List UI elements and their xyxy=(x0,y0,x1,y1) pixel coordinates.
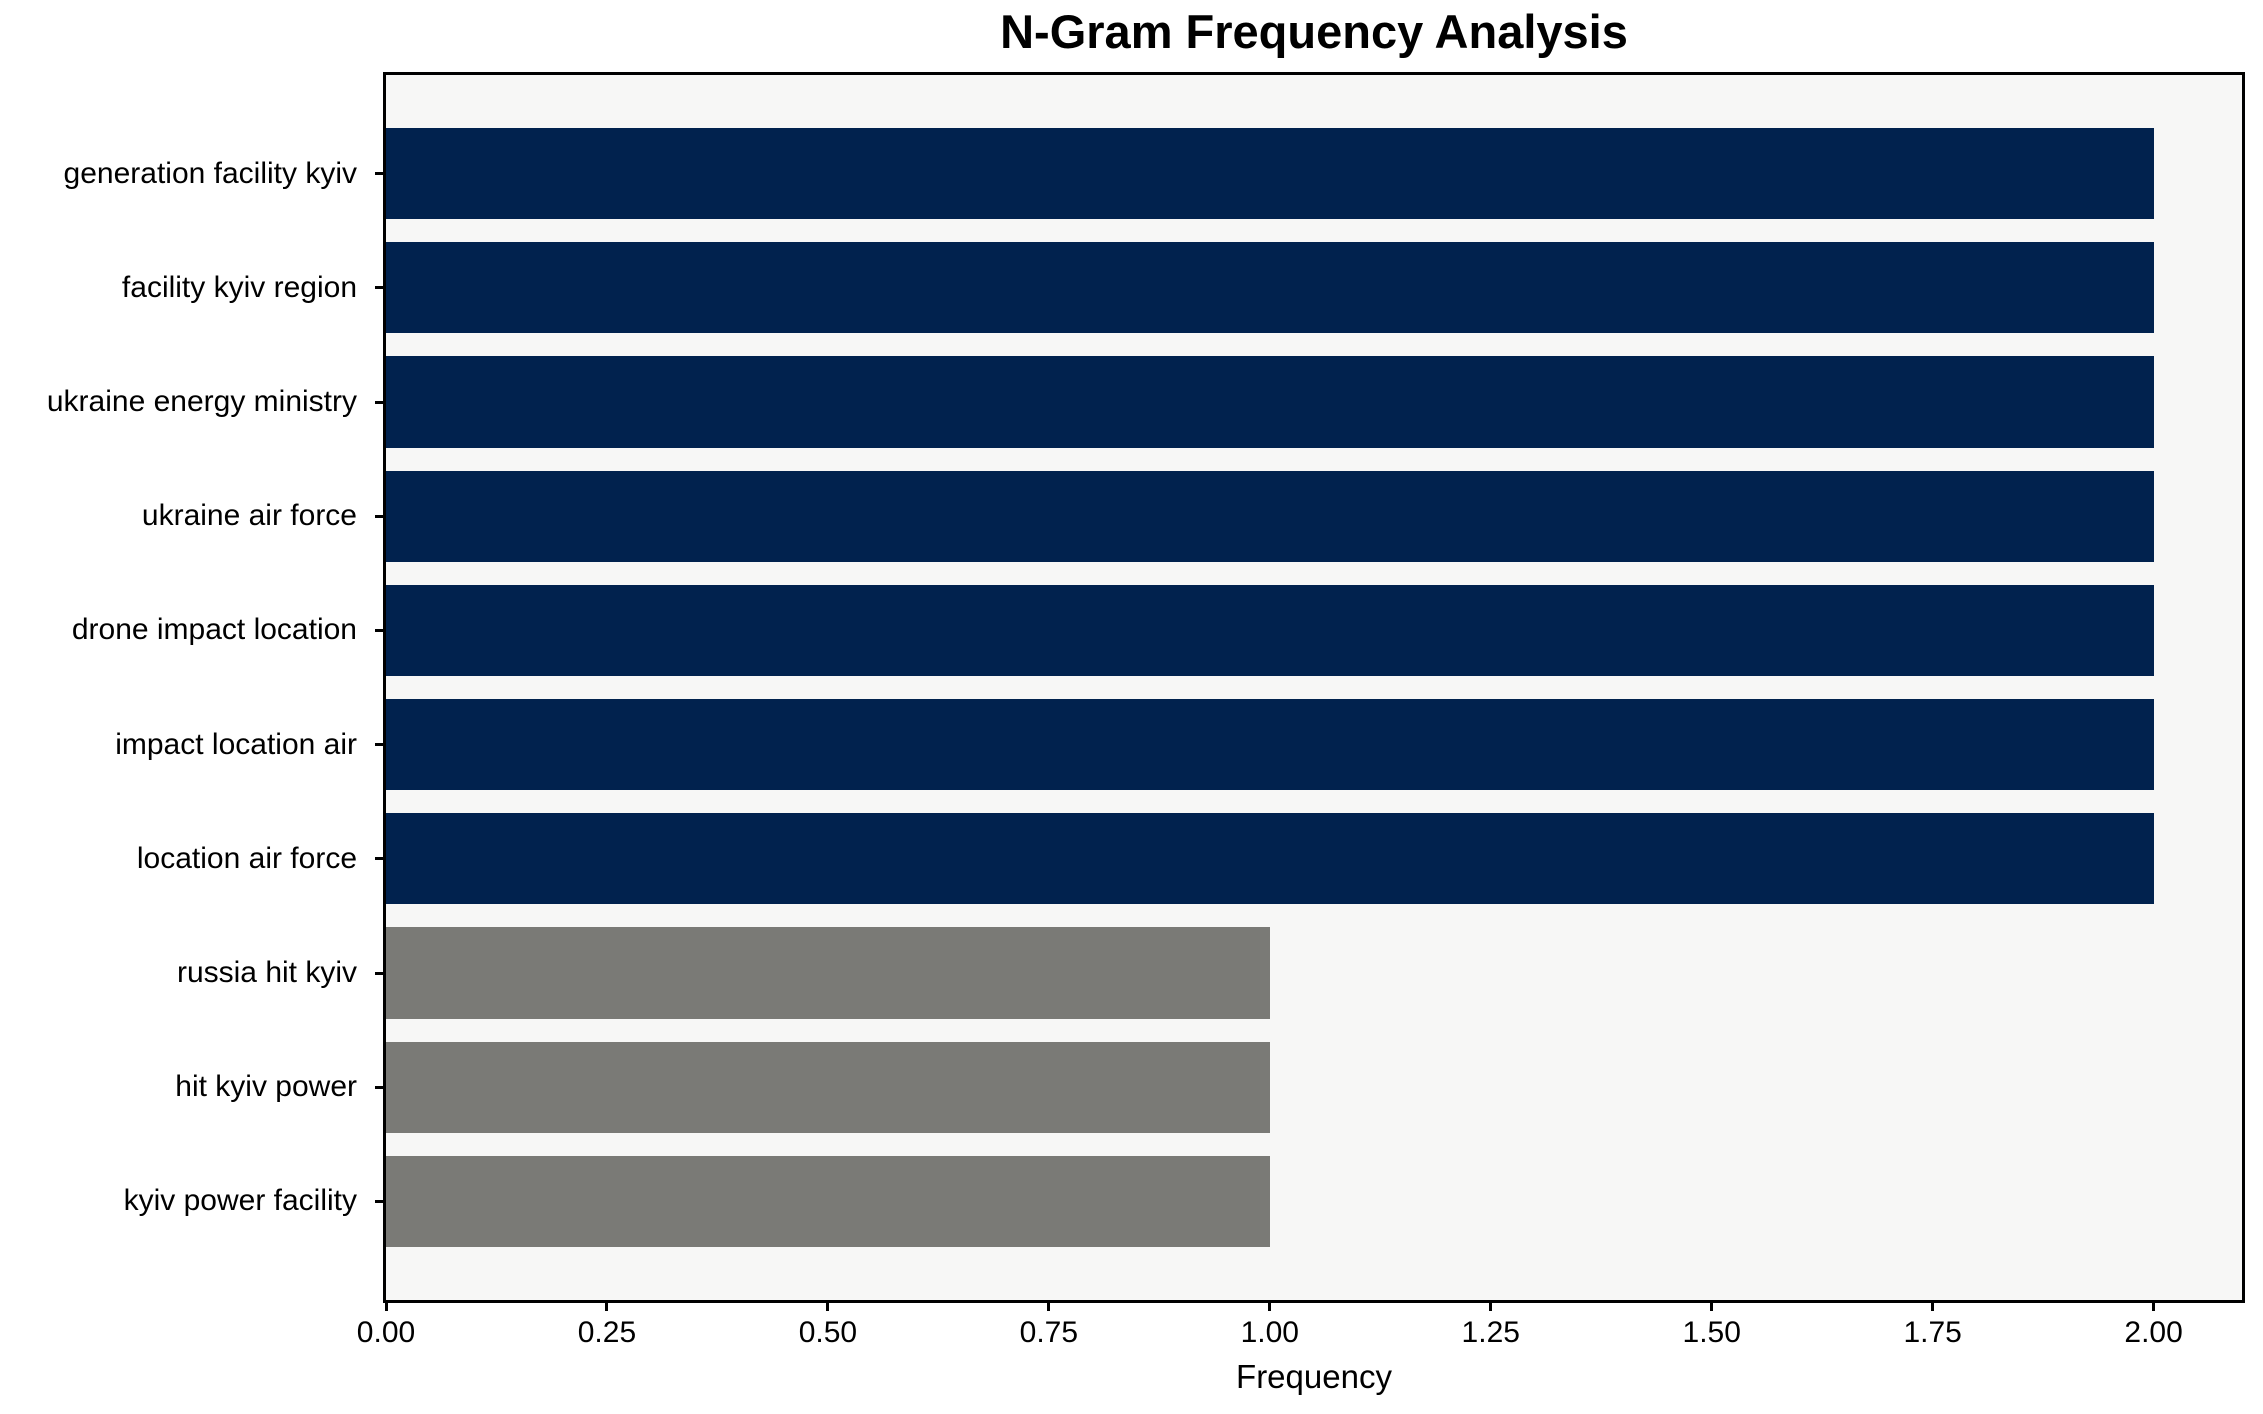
x-axis-tick-label: 1.75 xyxy=(1903,1316,1962,1349)
bar xyxy=(386,1155,1270,1248)
x-tick-mark xyxy=(1489,1303,1493,1311)
x-axis-tick-label: 1.25 xyxy=(1461,1316,1520,1349)
y-tick-mark xyxy=(375,1199,383,1203)
y-tick-mark xyxy=(375,400,383,404)
x-tick-mark xyxy=(826,1303,830,1311)
y-axis-tick-label: ukraine air force xyxy=(141,499,357,533)
x-tick-mark xyxy=(1931,1303,1935,1311)
x-axis-tick-label: 0.75 xyxy=(1019,1316,1079,1349)
y-axis-tick-label: location air force xyxy=(136,841,357,875)
x-axis-tick-label: 2.00 xyxy=(2124,1316,2183,1349)
x-axis-tick-labels: 0.00 0.25 0.50 0.75 1.00 1.25 1.50 1.75 2.00 xyxy=(357,1316,2245,1356)
y-axis-tick-label: ukraine energy ministry xyxy=(46,384,357,418)
y-tick-mark xyxy=(375,172,383,176)
y-tick-mark xyxy=(375,628,383,632)
y-axis-tick-label: facility kyiv region xyxy=(121,270,357,304)
bar xyxy=(386,1041,1270,1133)
chart-title: N-Gram Frequency Analysis xyxy=(1000,5,1628,58)
x-axis-tick-label: 1.00 xyxy=(1240,1316,1299,1349)
bar xyxy=(386,127,2154,220)
x-tick-mark xyxy=(384,1303,388,1311)
bar xyxy=(386,813,2154,905)
y-axis-tick-label: impact location air xyxy=(115,727,357,761)
plot-area xyxy=(375,72,2245,1311)
x-tick-mark xyxy=(605,1303,609,1311)
y-axis-tick-label: russia hit kyiv xyxy=(176,955,357,989)
bar xyxy=(386,698,2154,791)
y-axis-tick-label: generation facility kyiv xyxy=(63,156,357,190)
y-tick-mark xyxy=(375,1085,383,1089)
bar xyxy=(386,584,2154,677)
y-axis-tick-label: drone impact location xyxy=(71,613,357,647)
y-tick-mark xyxy=(375,514,383,518)
x-tick-mark xyxy=(1710,1303,1714,1311)
bar xyxy=(386,356,2154,448)
y-axis-labels: generation facility kyiv facility kyiv re… xyxy=(0,72,371,1303)
y-tick-mark xyxy=(375,286,383,290)
x-axis-label: Frequency xyxy=(1236,1358,1392,1395)
x-axis-tick-label: 1.50 xyxy=(1682,1316,1741,1349)
x-tick-mark xyxy=(1268,1303,1272,1311)
y-axis-tick-label: kyiv power facility xyxy=(123,1184,357,1218)
y-tick-mark xyxy=(375,743,383,747)
y-tick-mark xyxy=(375,971,383,975)
x-tick-mark xyxy=(2152,1303,2156,1311)
x-axis-tick-label: 0.50 xyxy=(798,1316,858,1349)
x-axis-tick-label: 0.00 xyxy=(356,1316,416,1349)
bar xyxy=(386,242,2154,334)
x-tick-mark xyxy=(1047,1303,1051,1311)
y-tick-mark xyxy=(375,857,383,861)
bar xyxy=(386,927,1270,1019)
y-axis-tick-label: hit kyiv power xyxy=(175,1070,357,1104)
bar xyxy=(386,470,2154,562)
x-axis-tick-label: 0.25 xyxy=(577,1316,637,1349)
